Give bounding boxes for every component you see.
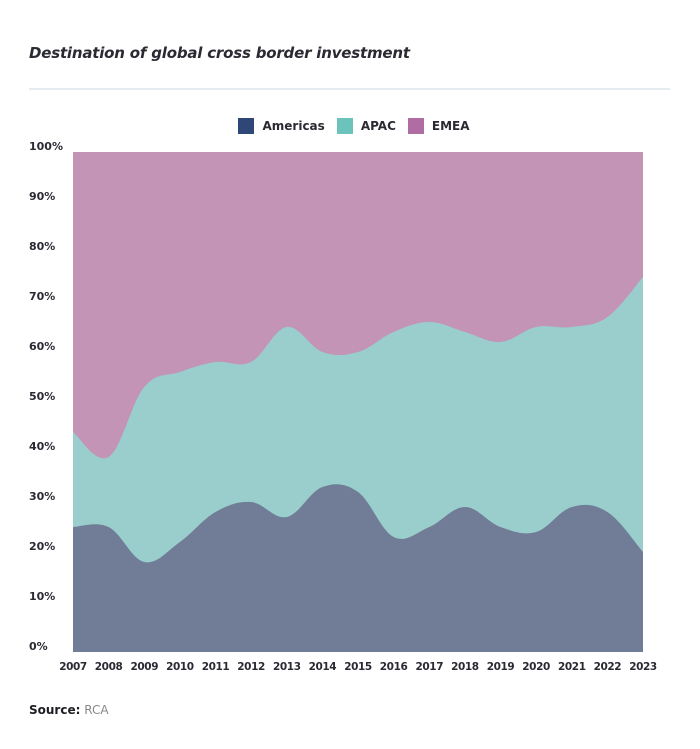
y-tick-label: 20% [29, 540, 55, 553]
y-tick-label: 50% [29, 390, 55, 403]
x-tick-label: 2009 [130, 661, 158, 673]
x-tick-label: 2007 [59, 661, 87, 673]
y-axis-ticks: 0% 10% 20% 30% 40% 50% 60% 70% 80% 90% 100% [29, 140, 63, 653]
y-tick-label: 40% [29, 440, 55, 453]
x-tick-label: 2018 [451, 661, 479, 673]
y-tick-label: 100% [29, 140, 63, 153]
legend-item-emea: EMEA [407, 118, 470, 134]
x-tick-label: 2022 [594, 661, 622, 673]
x-tick-label: 2023 [629, 661, 657, 673]
x-tick-label: 2014 [309, 661, 337, 673]
x-tick-label: 2008 [95, 661, 123, 673]
x-tick-label: 2016 [380, 661, 408, 673]
chart-title: Destination of global cross border inves… [29, 44, 410, 62]
x-tick-label: 2013 [273, 661, 301, 673]
chart-legend: Americas APAC EMEA [0, 118, 700, 134]
legend-label-apac: APAC [360, 119, 396, 133]
legend-swatch-americas [238, 118, 255, 134]
source-value: RCA [84, 703, 109, 717]
legend-label-emea: EMEA [431, 119, 470, 133]
x-tick-label: 2020 [522, 661, 550, 673]
y-tick-label: 90% [29, 190, 55, 203]
x-axis-ticks: 2007 2008 2009 2010 2011 2012 2013 2014 2015 2016… [59, 661, 657, 673]
legend-swatch-emea [407, 118, 424, 134]
area-americas [73, 484, 643, 652]
source-label: Source: [29, 703, 81, 717]
y-tick-label: 0% [29, 640, 48, 653]
y-tick-label: 60% [29, 340, 55, 353]
y-tick-label: 10% [29, 590, 55, 603]
legend-item-americas: Americas [238, 118, 325, 134]
title-divider [29, 88, 670, 90]
x-tick-label: 2010 [166, 661, 194, 673]
x-tick-label: 2017 [415, 661, 443, 673]
legend-swatch-apac [336, 118, 353, 134]
x-tick-label: 2019 [487, 661, 515, 673]
x-tick-label: 2015 [344, 661, 372, 673]
y-tick-label: 30% [29, 490, 55, 503]
x-tick-label: 2021 [558, 661, 586, 673]
area-layers [73, 152, 643, 652]
legend-item-apac: APAC [336, 118, 396, 134]
source-note: Source: RCA [29, 703, 109, 717]
y-tick-label: 70% [29, 290, 55, 303]
y-tick-label: 80% [29, 240, 55, 253]
legend-label-americas: Americas [262, 119, 325, 133]
x-tick-label: 2011 [202, 661, 230, 673]
x-tick-label: 2012 [237, 661, 265, 673]
